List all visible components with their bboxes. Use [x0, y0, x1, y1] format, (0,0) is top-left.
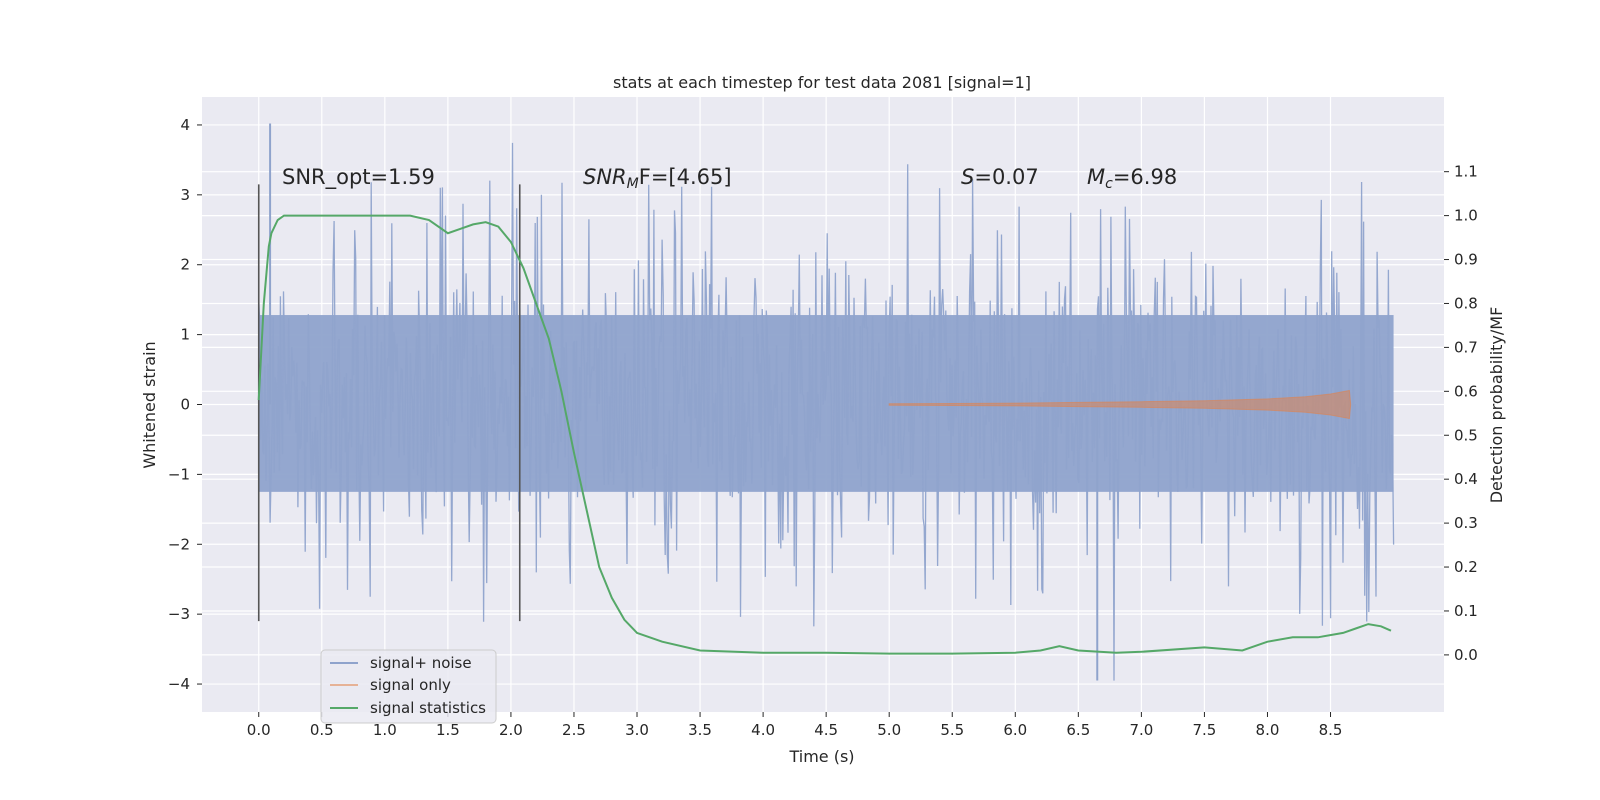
chart-title: stats at each timestep for test data 208… — [613, 73, 1031, 92]
legend-item-noise: signal+ noise — [370, 654, 472, 672]
y-right-tick-label: 1.0 — [1454, 207, 1478, 225]
y-right-tick-label: 0.4 — [1454, 470, 1478, 488]
snr-mf-annotation: SNRMF=[4.65] — [583, 165, 732, 192]
y-right-tick-label: 0.5 — [1454, 426, 1478, 444]
y-right-tick-label: 0.7 — [1454, 338, 1478, 356]
signal-envelope — [888, 389, 1352, 420]
y-axis-left-label: Whitened strain — [140, 341, 159, 468]
snr-opt-annotation: SNR_opt=1.59 — [282, 165, 435, 190]
y-right-tick-label: 0.9 — [1454, 251, 1478, 269]
x-tick-label: 0.5 — [310, 721, 334, 739]
y-left-tick-label: 3 — [180, 186, 190, 204]
y-left-tick-label: 2 — [180, 256, 190, 274]
y-left-tick-label: 0 — [180, 396, 190, 414]
y-right-tick-label: 0.3 — [1454, 514, 1478, 532]
mc-annotation: Mc=6.98 — [1087, 165, 1177, 192]
y-right-tick-label: 0.6 — [1454, 382, 1478, 400]
y-right-tick-label: 0.2 — [1454, 558, 1478, 576]
vertical-markers — [257, 184, 521, 622]
snr-mf-tail: F=[4.65] — [639, 165, 732, 189]
legend-item-statistics: signal statistics — [370, 699, 486, 717]
y-left-tick-label: −4 — [168, 675, 190, 693]
x-tick-label: 0.0 — [247, 721, 271, 739]
x-tick-label: 3.0 — [625, 721, 649, 739]
x-tick-label: 5.0 — [877, 721, 901, 739]
x-axis-label: Time (s) — [788, 747, 854, 766]
y-axis-left: 4 3 2 1 0 −1 −2 −3 −4 — [168, 116, 202, 693]
y-right-tick-label: 0.1 — [1454, 602, 1478, 620]
snr-mf-main: SNR — [583, 165, 627, 189]
x-tick-label: 4.5 — [814, 721, 838, 739]
y-right-tick-label: 0.0 — [1454, 646, 1478, 664]
x-tick-label: 2.0 — [499, 721, 523, 739]
x-tick-label: 6.0 — [1003, 721, 1027, 739]
x-tick-label: 6.5 — [1066, 721, 1090, 739]
x-tick-label: 8.0 — [1256, 721, 1280, 739]
x-axis: 0.0 0.5 1.0 1.5 2.0 2.5 3.0 3.5 4.0 4.5 5.0 5.5 6.0 6… — [247, 712, 1343, 739]
s-annotation: S=0.07 — [961, 165, 1039, 189]
signal-series — [888, 389, 1352, 420]
y-left-tick-label: −3 — [168, 605, 190, 623]
y-right-tick-label: 1.1 — [1454, 163, 1478, 181]
x-tick-label: 2.5 — [562, 721, 586, 739]
mc-val: =6.98 — [1113, 165, 1177, 189]
y-left-tick-label: 1 — [180, 326, 190, 344]
x-tick-label: 3.5 — [688, 721, 712, 739]
x-tick-label: 8.5 — [1319, 721, 1343, 739]
legend: signal+ noise signal only signal statist… — [320, 649, 497, 724]
statistics-line — [257, 214, 1392, 655]
y-left-tick-label: −2 — [168, 535, 190, 553]
y-axis-right-label: Detection probability/MF — [1487, 307, 1506, 504]
x-tick-label: 5.5 — [940, 721, 964, 739]
x-tick-label: 4.0 — [751, 721, 775, 739]
y-left-tick-label: 4 — [180, 116, 190, 134]
legend-item-signal: signal only — [370, 676, 451, 694]
x-tick-label: 7.5 — [1192, 721, 1216, 739]
s-val: =0.07 — [974, 165, 1038, 189]
statistics-series — [257, 214, 1392, 655]
y-right-tick-label: 0.8 — [1454, 294, 1478, 312]
x-tick-label: 1.0 — [373, 721, 397, 739]
x-tick-label: 1.5 — [436, 721, 460, 739]
snr-mf-sub: M — [627, 176, 639, 192]
mc-var: M — [1087, 165, 1105, 189]
s-var: S — [961, 165, 974, 189]
y-axis-right: 1.1 1.0 0.9 0.8 0.7 0.6 0.5 0.4 0.3 0.2 0.1 0.0 — [1444, 163, 1478, 664]
legend-box — [320, 649, 497, 724]
y-left-tick-label: −1 — [168, 465, 190, 483]
x-tick-label: 7.0 — [1129, 721, 1153, 739]
noise-trace — [258, 142, 1395, 681]
mc-sub: c — [1105, 176, 1113, 192]
